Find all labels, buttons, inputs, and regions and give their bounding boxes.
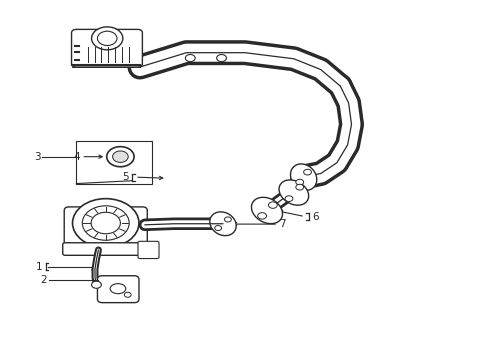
Ellipse shape bbox=[279, 180, 309, 205]
Circle shape bbox=[285, 196, 293, 202]
Circle shape bbox=[124, 292, 131, 297]
FancyBboxPatch shape bbox=[98, 276, 139, 303]
Circle shape bbox=[269, 202, 277, 208]
Circle shape bbox=[73, 199, 139, 247]
Text: 1: 1 bbox=[36, 262, 42, 272]
Circle shape bbox=[107, 147, 134, 167]
Circle shape bbox=[296, 184, 304, 190]
Circle shape bbox=[258, 213, 267, 219]
Text: 2: 2 bbox=[41, 275, 47, 285]
Ellipse shape bbox=[291, 164, 317, 190]
Circle shape bbox=[91, 212, 121, 234]
FancyBboxPatch shape bbox=[63, 243, 150, 255]
Bar bbox=[76, 140, 152, 184]
Circle shape bbox=[113, 151, 128, 162]
Circle shape bbox=[224, 217, 231, 222]
Circle shape bbox=[296, 179, 304, 185]
Text: 4: 4 bbox=[73, 152, 80, 162]
Circle shape bbox=[92, 281, 101, 288]
Circle shape bbox=[92, 27, 123, 50]
Circle shape bbox=[304, 169, 312, 175]
Text: 3: 3 bbox=[34, 152, 41, 162]
Circle shape bbox=[215, 226, 221, 230]
Circle shape bbox=[82, 206, 129, 240]
Circle shape bbox=[185, 54, 195, 62]
Text: 5: 5 bbox=[122, 172, 129, 182]
Ellipse shape bbox=[210, 212, 236, 236]
Text: 6: 6 bbox=[313, 212, 319, 221]
Circle shape bbox=[217, 54, 226, 62]
FancyBboxPatch shape bbox=[72, 30, 143, 67]
Text: 7: 7 bbox=[279, 219, 286, 229]
Ellipse shape bbox=[251, 197, 283, 224]
FancyBboxPatch shape bbox=[138, 241, 159, 258]
